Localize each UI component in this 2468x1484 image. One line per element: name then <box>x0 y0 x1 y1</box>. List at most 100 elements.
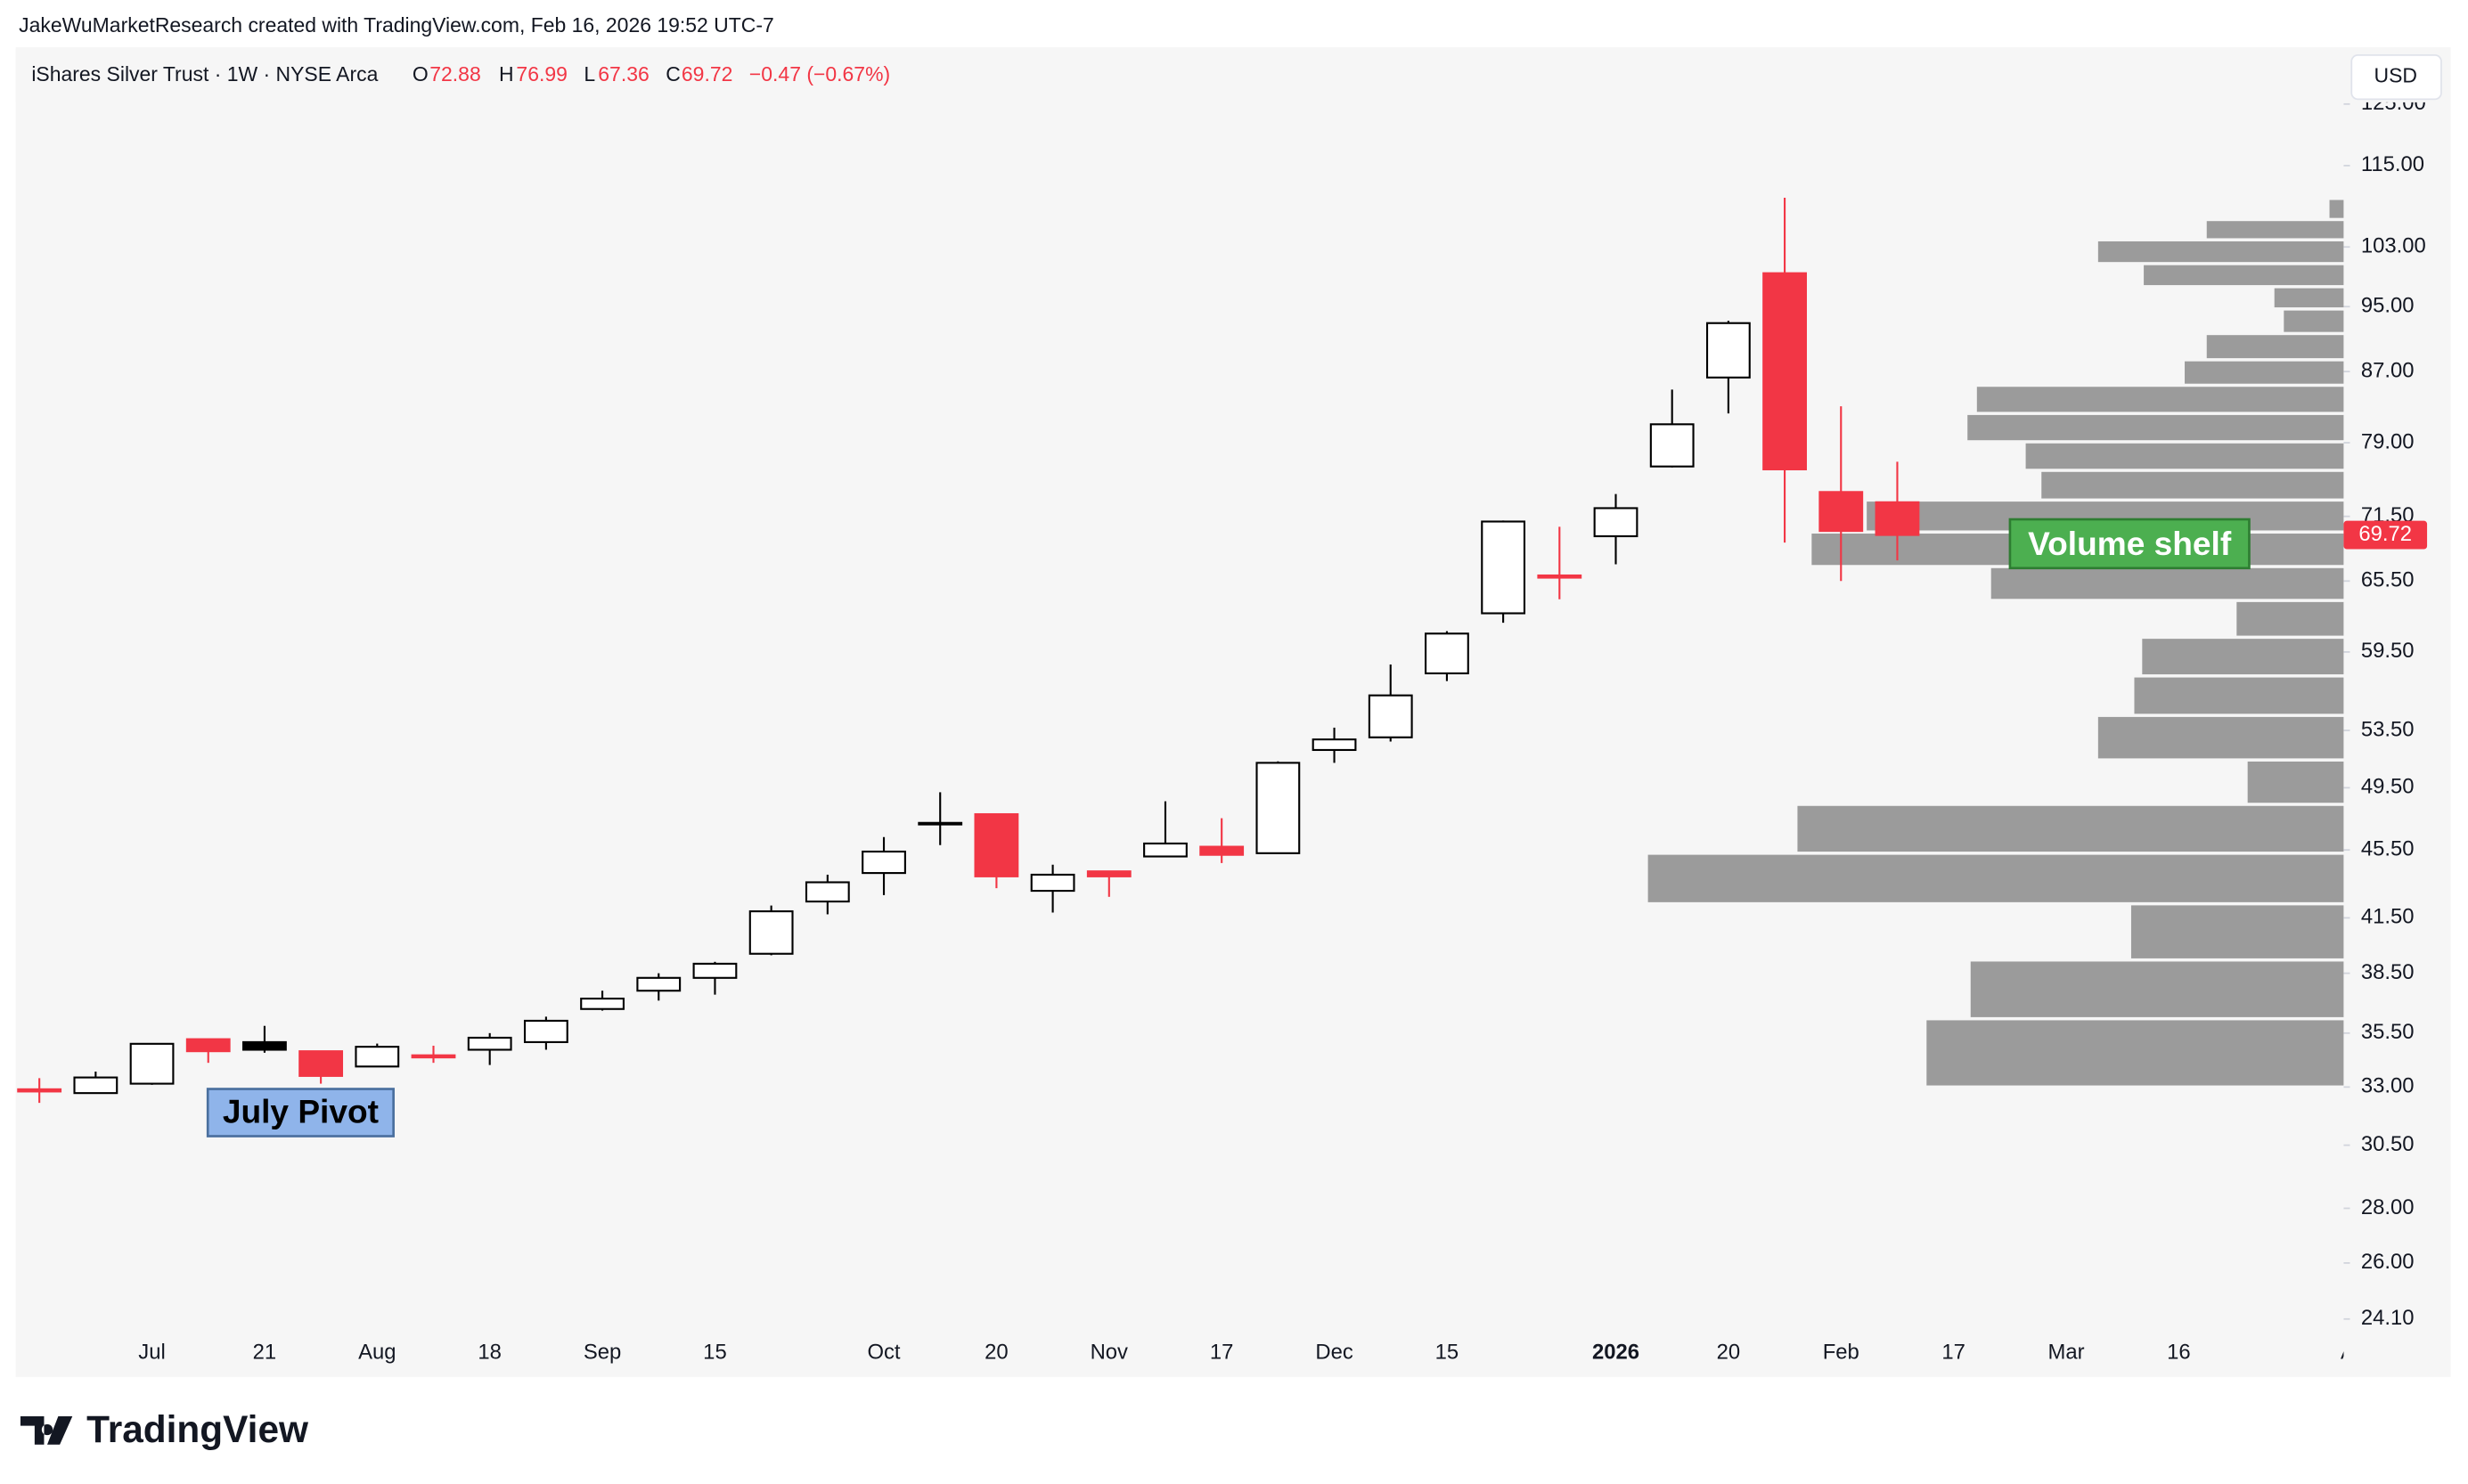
volume-bar <box>2097 716 2344 759</box>
y-tick-label: 95.00 <box>2361 294 2415 318</box>
volume-profile <box>1647 200 2344 1086</box>
volume-bar <box>2206 221 2344 239</box>
candle-body <box>1199 845 1245 856</box>
candle-body <box>1593 507 1639 538</box>
candle-body <box>1143 842 1188 858</box>
candle-body <box>1425 632 1469 674</box>
candle-body <box>73 1076 118 1095</box>
volume-bar <box>2247 761 2344 803</box>
logo-text: TradingView <box>86 1408 309 1450</box>
candle-body <box>355 1046 400 1068</box>
x-axis: Jul 21 Aug 18 Sep 15 Oct 20 Nov 17 Dec 15 2026 20 Feb 1… <box>138 1341 2355 1365</box>
x-tick-label: 17 <box>1210 1341 1234 1365</box>
plot-background <box>15 47 2451 1377</box>
volume-bar <box>2329 200 2344 218</box>
volume-bar <box>2134 677 2344 714</box>
candle-body <box>298 1050 344 1077</box>
credit: JakeWuMarketResearch created with Tradin… <box>19 13 774 37</box>
candle-body <box>1649 423 1695 468</box>
x-tick-label: Aug <box>358 1341 396 1365</box>
candle-body <box>862 850 906 875</box>
volume-bar <box>2041 471 2344 499</box>
candle-body <box>974 812 1019 877</box>
y-tick-label: 53.50 <box>2361 717 2415 741</box>
volume-bar <box>1926 1020 2344 1086</box>
x-tick-label: 17 <box>1941 1341 1965 1365</box>
candle-body <box>242 1040 287 1051</box>
volume-bar <box>2206 335 2344 359</box>
candle-body <box>1818 491 1864 533</box>
x-tick-label: Jul <box>138 1341 165 1365</box>
candle-body <box>1255 762 1301 854</box>
candle-body <box>1368 694 1413 738</box>
x-tick-label: 20 <box>1717 1341 1741 1365</box>
y-tick-label: 33.00 <box>2361 1074 2415 1098</box>
logo-icon <box>20 1415 73 1445</box>
candle-body <box>1537 574 1582 579</box>
candles <box>17 197 1920 1104</box>
x-tick-label: Feb <box>1823 1341 1859 1365</box>
candle-body <box>1762 272 1807 470</box>
y-tick-label: 49.50 <box>2361 775 2415 799</box>
volume-bar <box>1797 805 2344 852</box>
volume-bar <box>2274 288 2344 308</box>
candle-body <box>918 821 963 826</box>
x-tick-label: Nov <box>1091 1341 1128 1365</box>
x-tick-label: A <box>2341 1341 2355 1365</box>
volume-bar <box>1647 854 2344 902</box>
candle-body <box>523 1019 568 1043</box>
x-tick-label: 2026 <box>1592 1341 1639 1365</box>
price-label: 69.72 <box>2358 522 2412 546</box>
header-bar <box>15 48 2451 102</box>
ohlc-value: 72.88 <box>429 62 480 86</box>
y-tick-label: 59.50 <box>2361 639 2415 663</box>
y-tick-label: 103.00 <box>2361 234 2426 258</box>
logo: TradingView <box>20 1408 309 1450</box>
x-tick-label: Sep <box>584 1341 621 1365</box>
symbol-title: iShares Silver Trust · 1W · NYSE Arca <box>31 62 378 86</box>
candle-body <box>1086 870 1132 877</box>
candle-body <box>692 962 738 979</box>
ohlc-label: C <box>666 62 681 86</box>
x-tick-label: 15 <box>703 1341 727 1365</box>
y-tick-label: 87.00 <box>2361 358 2415 382</box>
candle-body <box>129 1042 175 1085</box>
y-tick-label: 35.50 <box>2361 1020 2415 1044</box>
y-tick-label: 28.00 <box>2361 1195 2415 1219</box>
volume-bar <box>2025 443 2344 469</box>
x-tick-label: Oct <box>867 1341 900 1365</box>
y-tick-label: 115.00 <box>2361 152 2424 176</box>
price-label-box <box>2343 520 2428 550</box>
annotation-box <box>206 1088 395 1137</box>
candle-body <box>1705 322 1751 379</box>
x-tick-label: 16 <box>2167 1341 2191 1365</box>
ohlc-value: 76.99 <box>516 62 567 86</box>
candle-body <box>1312 738 1357 752</box>
y-tick-label: 65.50 <box>2361 568 2415 592</box>
y-tick-label: 41.50 <box>2361 905 2415 929</box>
y-axis: 24.10 26.00 28.00 30.50 33.00 35.50 38.50 41.50… <box>2343 91 2426 1330</box>
volume-bar <box>1970 961 2344 1017</box>
annotation-text: Volume shelf <box>2028 525 2232 562</box>
y-tick-label: 79.00 <box>2361 429 2415 453</box>
volume-bar <box>2097 241 2344 263</box>
y-tick-label: 24.10 <box>2361 1306 2415 1330</box>
volume-bar <box>2142 639 2344 675</box>
y-tick-label: 30.50 <box>2361 1132 2415 1156</box>
ohlc-label: L <box>584 62 595 86</box>
candle-body <box>185 1038 231 1053</box>
annotation: Volume shelf <box>2008 518 2251 570</box>
currency-button[interactable] <box>2350 54 2442 101</box>
volume-bar <box>1967 414 2344 441</box>
candle-body <box>580 998 625 1010</box>
volume-bar <box>2185 361 2344 384</box>
candle-body <box>1030 873 1075 893</box>
x-tick-label: 21 <box>253 1341 277 1365</box>
ohlc-value: 69.72 <box>682 62 732 86</box>
x-tick-label: Mar <box>2048 1341 2085 1365</box>
ohlc-label: H <box>499 62 514 86</box>
annotation: July Pivot <box>206 1088 395 1137</box>
x-tick-label: 18 <box>478 1341 502 1365</box>
candle-body <box>17 1088 62 1093</box>
